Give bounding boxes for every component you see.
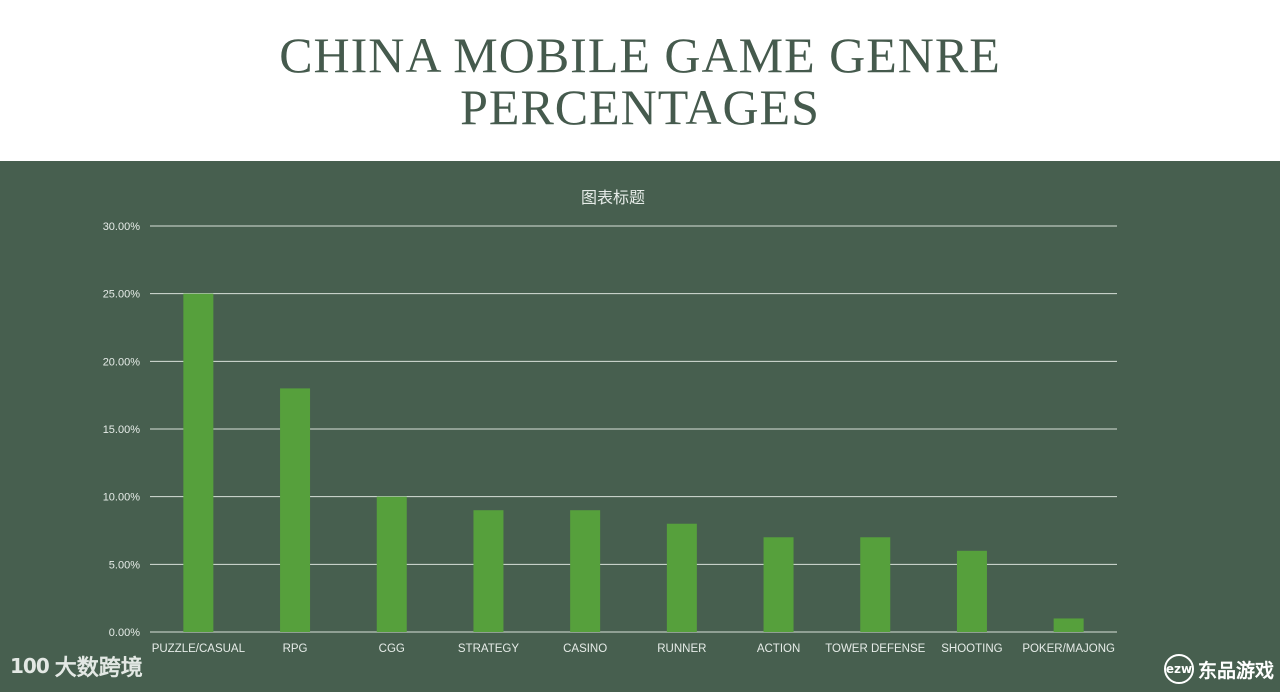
watermark-right-logo: ezw — [1163, 654, 1194, 684]
x-category-label: RUNNER — [657, 643, 706, 655]
x-category-label: PUZZLE/CASUAL — [152, 643, 246, 655]
x-category-label: CGG — [379, 643, 405, 655]
x-category-label: POKER/MAJONG — [1022, 643, 1115, 655]
y-tick-label: 25.00% — [103, 289, 141, 301]
watermark-right: ezw 东品游戏 — [1163, 654, 1274, 684]
x-category-label: TOWER DEFENSE — [825, 643, 925, 655]
bar — [376, 496, 407, 632]
watermark-right-text: 东品游戏 — [1197, 659, 1274, 682]
gridlines — [150, 225, 1117, 633]
y-tick-label: 20.00% — [103, 356, 141, 368]
bar — [183, 293, 214, 632]
bar-chart: 图表标题 0.00% 5.00% 10.00% 15.00% 20.00% 25.00% 3… — [103, 188, 1117, 655]
y-tick-label: 30.00% — [103, 221, 141, 233]
bar — [956, 550, 987, 632]
x-category-label: RPG — [283, 643, 308, 655]
y-tick-label: 10.00% — [103, 492, 141, 504]
bar — [860, 537, 891, 632]
bar — [570, 510, 601, 632]
y-tick-label: 0.00% — [109, 627, 140, 639]
bar — [473, 510, 504, 632]
chart-title: 图表标题 — [581, 188, 645, 207]
y-axis-ticks: 0.00% 5.00% 10.00% 15.00% 20.00% 25.00% 30.00% — [103, 221, 141, 639]
watermark-left: 100 大数跨境 — [10, 650, 143, 682]
x-category-label: CASINO — [563, 643, 607, 655]
chart-panel: 图表标题 0.00% 5.00% 10.00% 15.00% 20.00% 25.00% 3… — [0, 161, 1280, 692]
title-area: CHINA MOBILE GAME GENRE PERCENTAGES — [0, 0, 1280, 161]
page-title: CHINA MOBILE GAME GENRE PERCENTAGES — [279, 26, 1001, 135]
watermark-left-text: 大数跨境 — [54, 656, 143, 681]
y-tick-label: 5.00% — [109, 559, 140, 571]
x-category-label: ACTION — [757, 643, 800, 655]
y-tick-label: 15.00% — [103, 424, 141, 436]
watermark-left-logo: 100 — [10, 654, 50, 678]
x-category-label: STRATEGY — [458, 643, 519, 655]
bar — [763, 537, 794, 632]
x-axis-labels: PUZZLE/CASUAL RPG CGG STRATEGY CASINO RUNNER A… — [152, 643, 1115, 655]
bar — [280, 388, 311, 632]
x-category-label: SHOOTING — [941, 643, 1002, 655]
bar — [666, 523, 697, 632]
bar — [1053, 618, 1084, 632]
bars — [183, 293, 1084, 632]
